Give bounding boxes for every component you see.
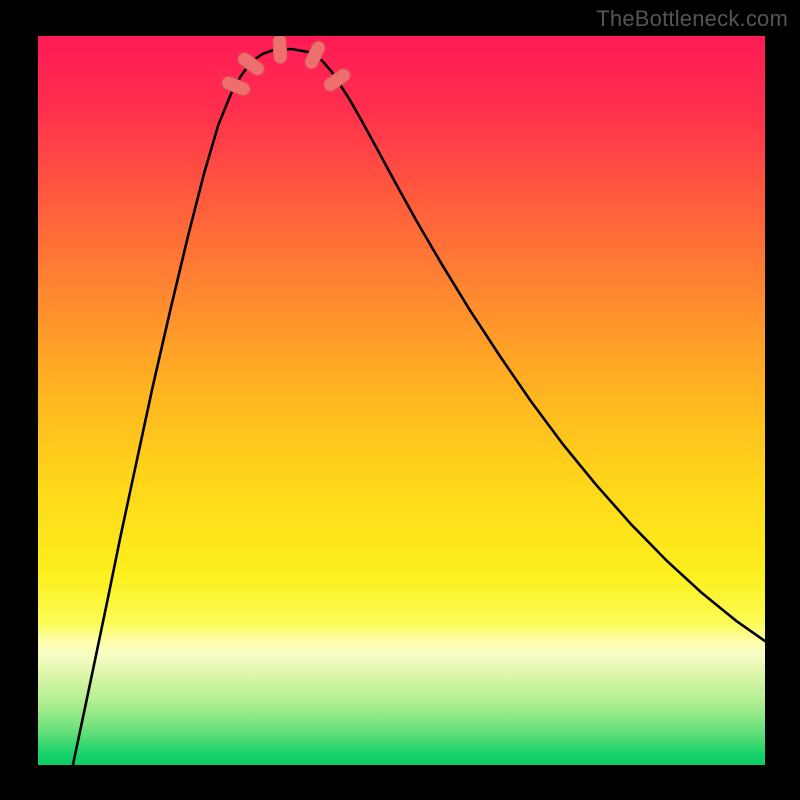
bottleneck-curve-svg	[38, 36, 765, 765]
watermark-text: TheBottleneck.com	[596, 6, 788, 32]
bottleneck-curve	[73, 49, 765, 765]
curve-marker	[272, 36, 288, 64]
plot-area	[38, 36, 765, 765]
